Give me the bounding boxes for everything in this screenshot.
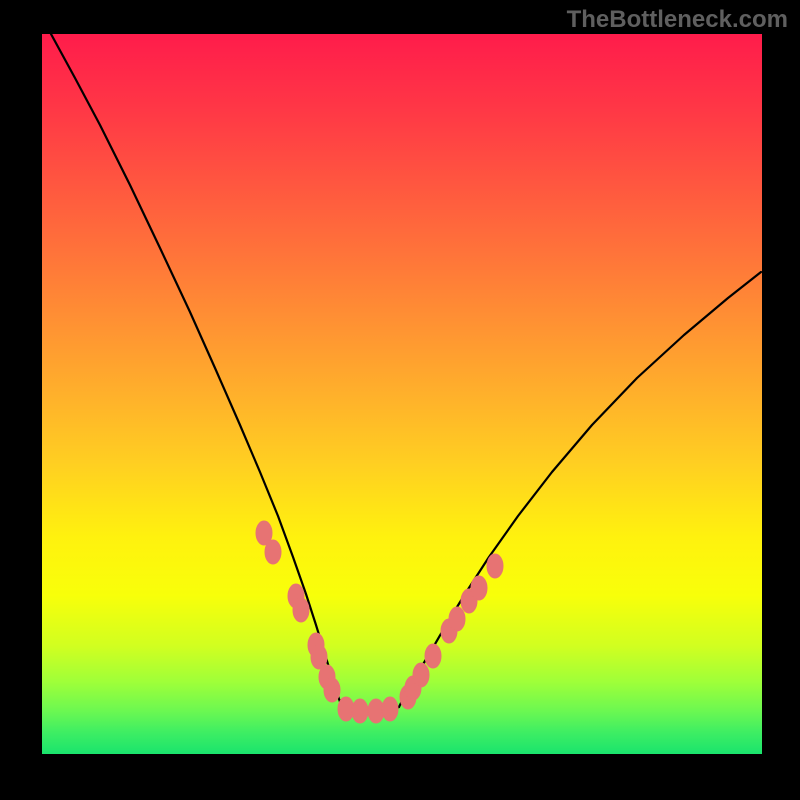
watermark-text: TheBottleneck.com [567, 6, 788, 34]
marker-dot [449, 607, 465, 631]
marker-dot [425, 644, 441, 668]
plot-area [42, 34, 762, 754]
marker-dot [352, 699, 368, 723]
marker-dot [413, 663, 429, 687]
chart-overlay [42, 34, 762, 754]
marker-dot [471, 576, 487, 600]
marker-dot [324, 678, 340, 702]
marker-dot [293, 598, 309, 622]
marker-dot [487, 554, 503, 578]
marker-dot [382, 697, 398, 721]
marker-group [256, 521, 503, 723]
marker-dot [265, 540, 281, 564]
